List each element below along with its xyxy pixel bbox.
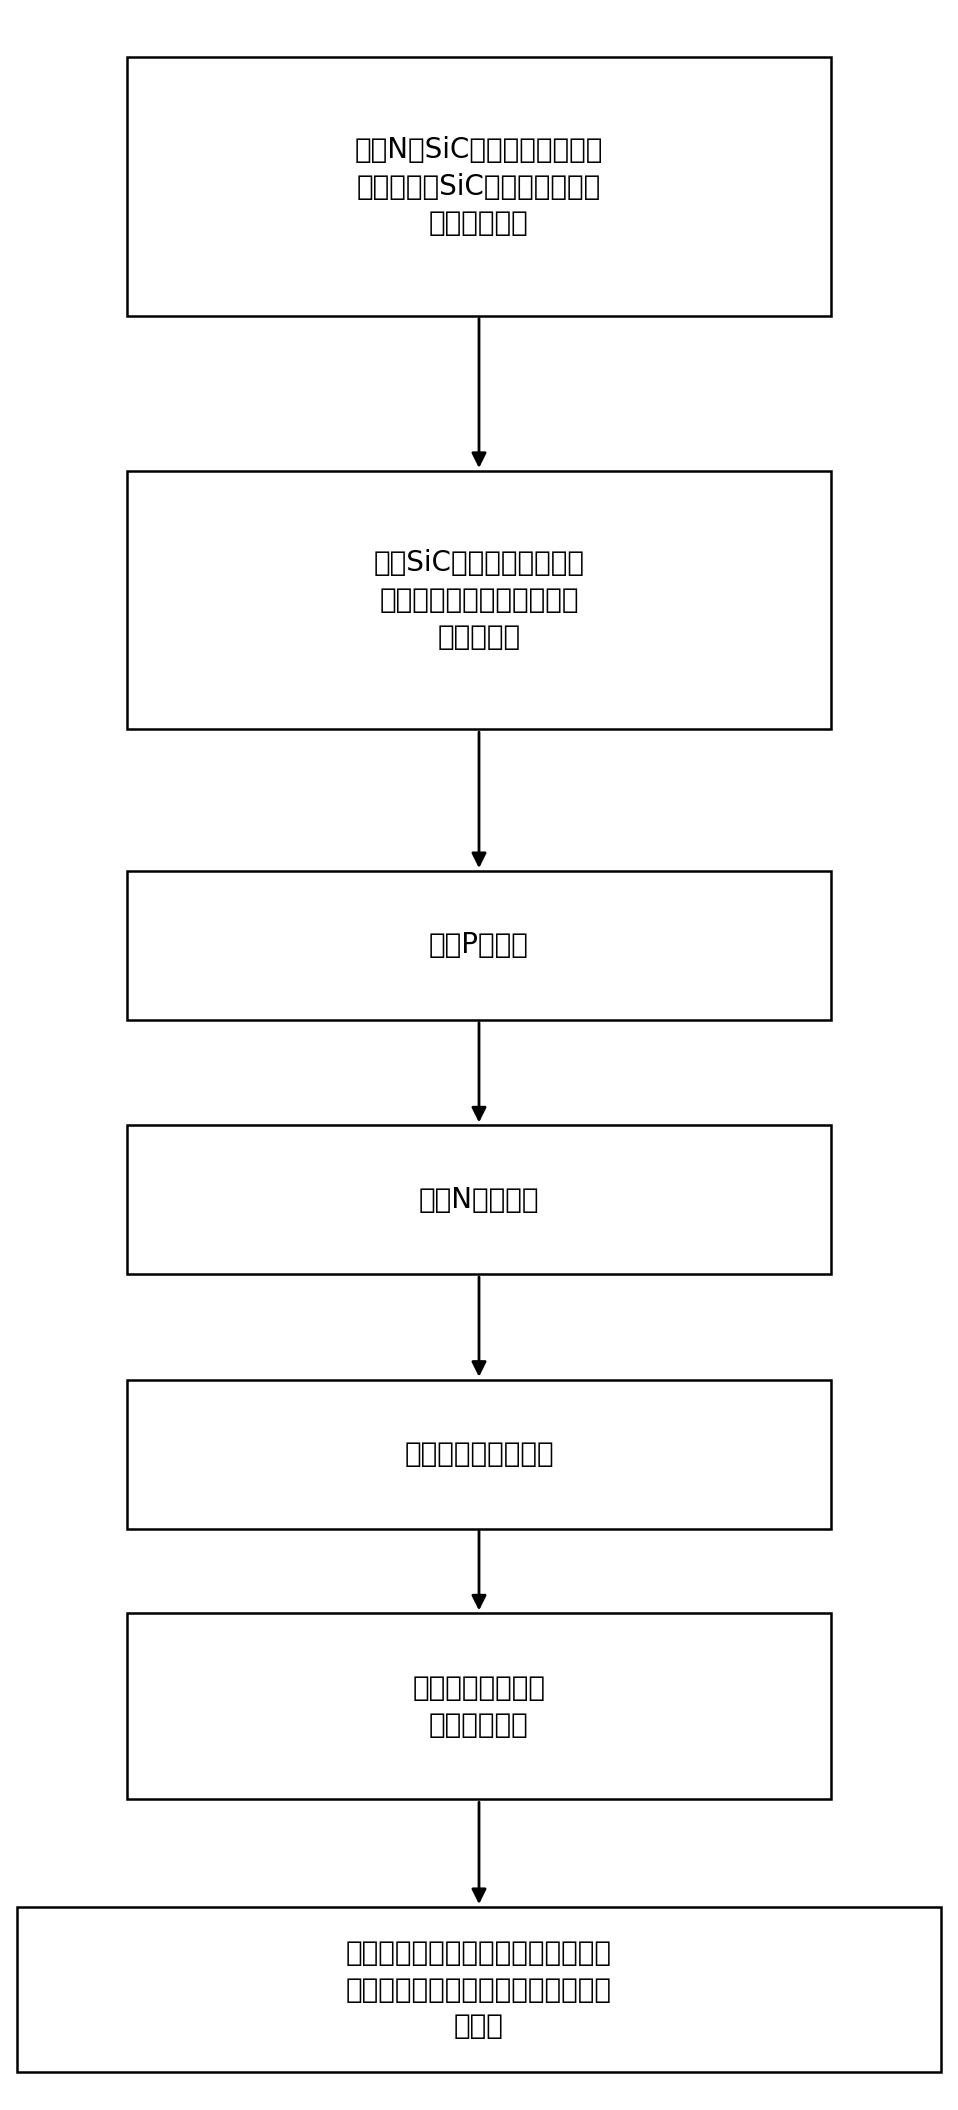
Text: 形成发射极接触窗口: 形成发射极接触窗口 [404,1441,554,1469]
Bar [126,1125,831,1274]
Bar [126,1614,831,1800]
Text: 采用N型SiC单晶材料作为衬底
材料，并在SiC的表面外延生长
出石墨烯材料: 采用N型SiC单晶材料作为衬底 材料，并在SiC的表面外延生长 出石墨烯材料 [354,135,604,236]
Bar [16,1907,942,2072]
Text: 生成P型基区: 生成P型基区 [429,931,529,960]
Bar [126,57,831,316]
Text: 在绝缘栅场效应晶体管金属化后，在
绝缘栅场效应晶体管的背面生成集电
极金属: 在绝缘栅场效应晶体管金属化后，在 绝缘栅场效应晶体管的背面生成集电 极金属 [346,1939,612,2040]
Text: 刻蚀SiC表面的石墨烯材料
，并保留栅极下方非沟道区
域的石墨烯: 刻蚀SiC表面的石墨烯材料 ，并保留栅极下方非沟道区 域的石墨烯 [374,549,584,650]
Bar [126,471,831,730]
Bar [126,1380,831,1528]
Text: 生成N型发射区: 生成N型发射区 [419,1186,539,1213]
Text: 形成有源区金属层
和栅极金属层: 形成有源区金属层 和栅极金属层 [413,1673,545,1739]
Bar [126,871,831,1019]
